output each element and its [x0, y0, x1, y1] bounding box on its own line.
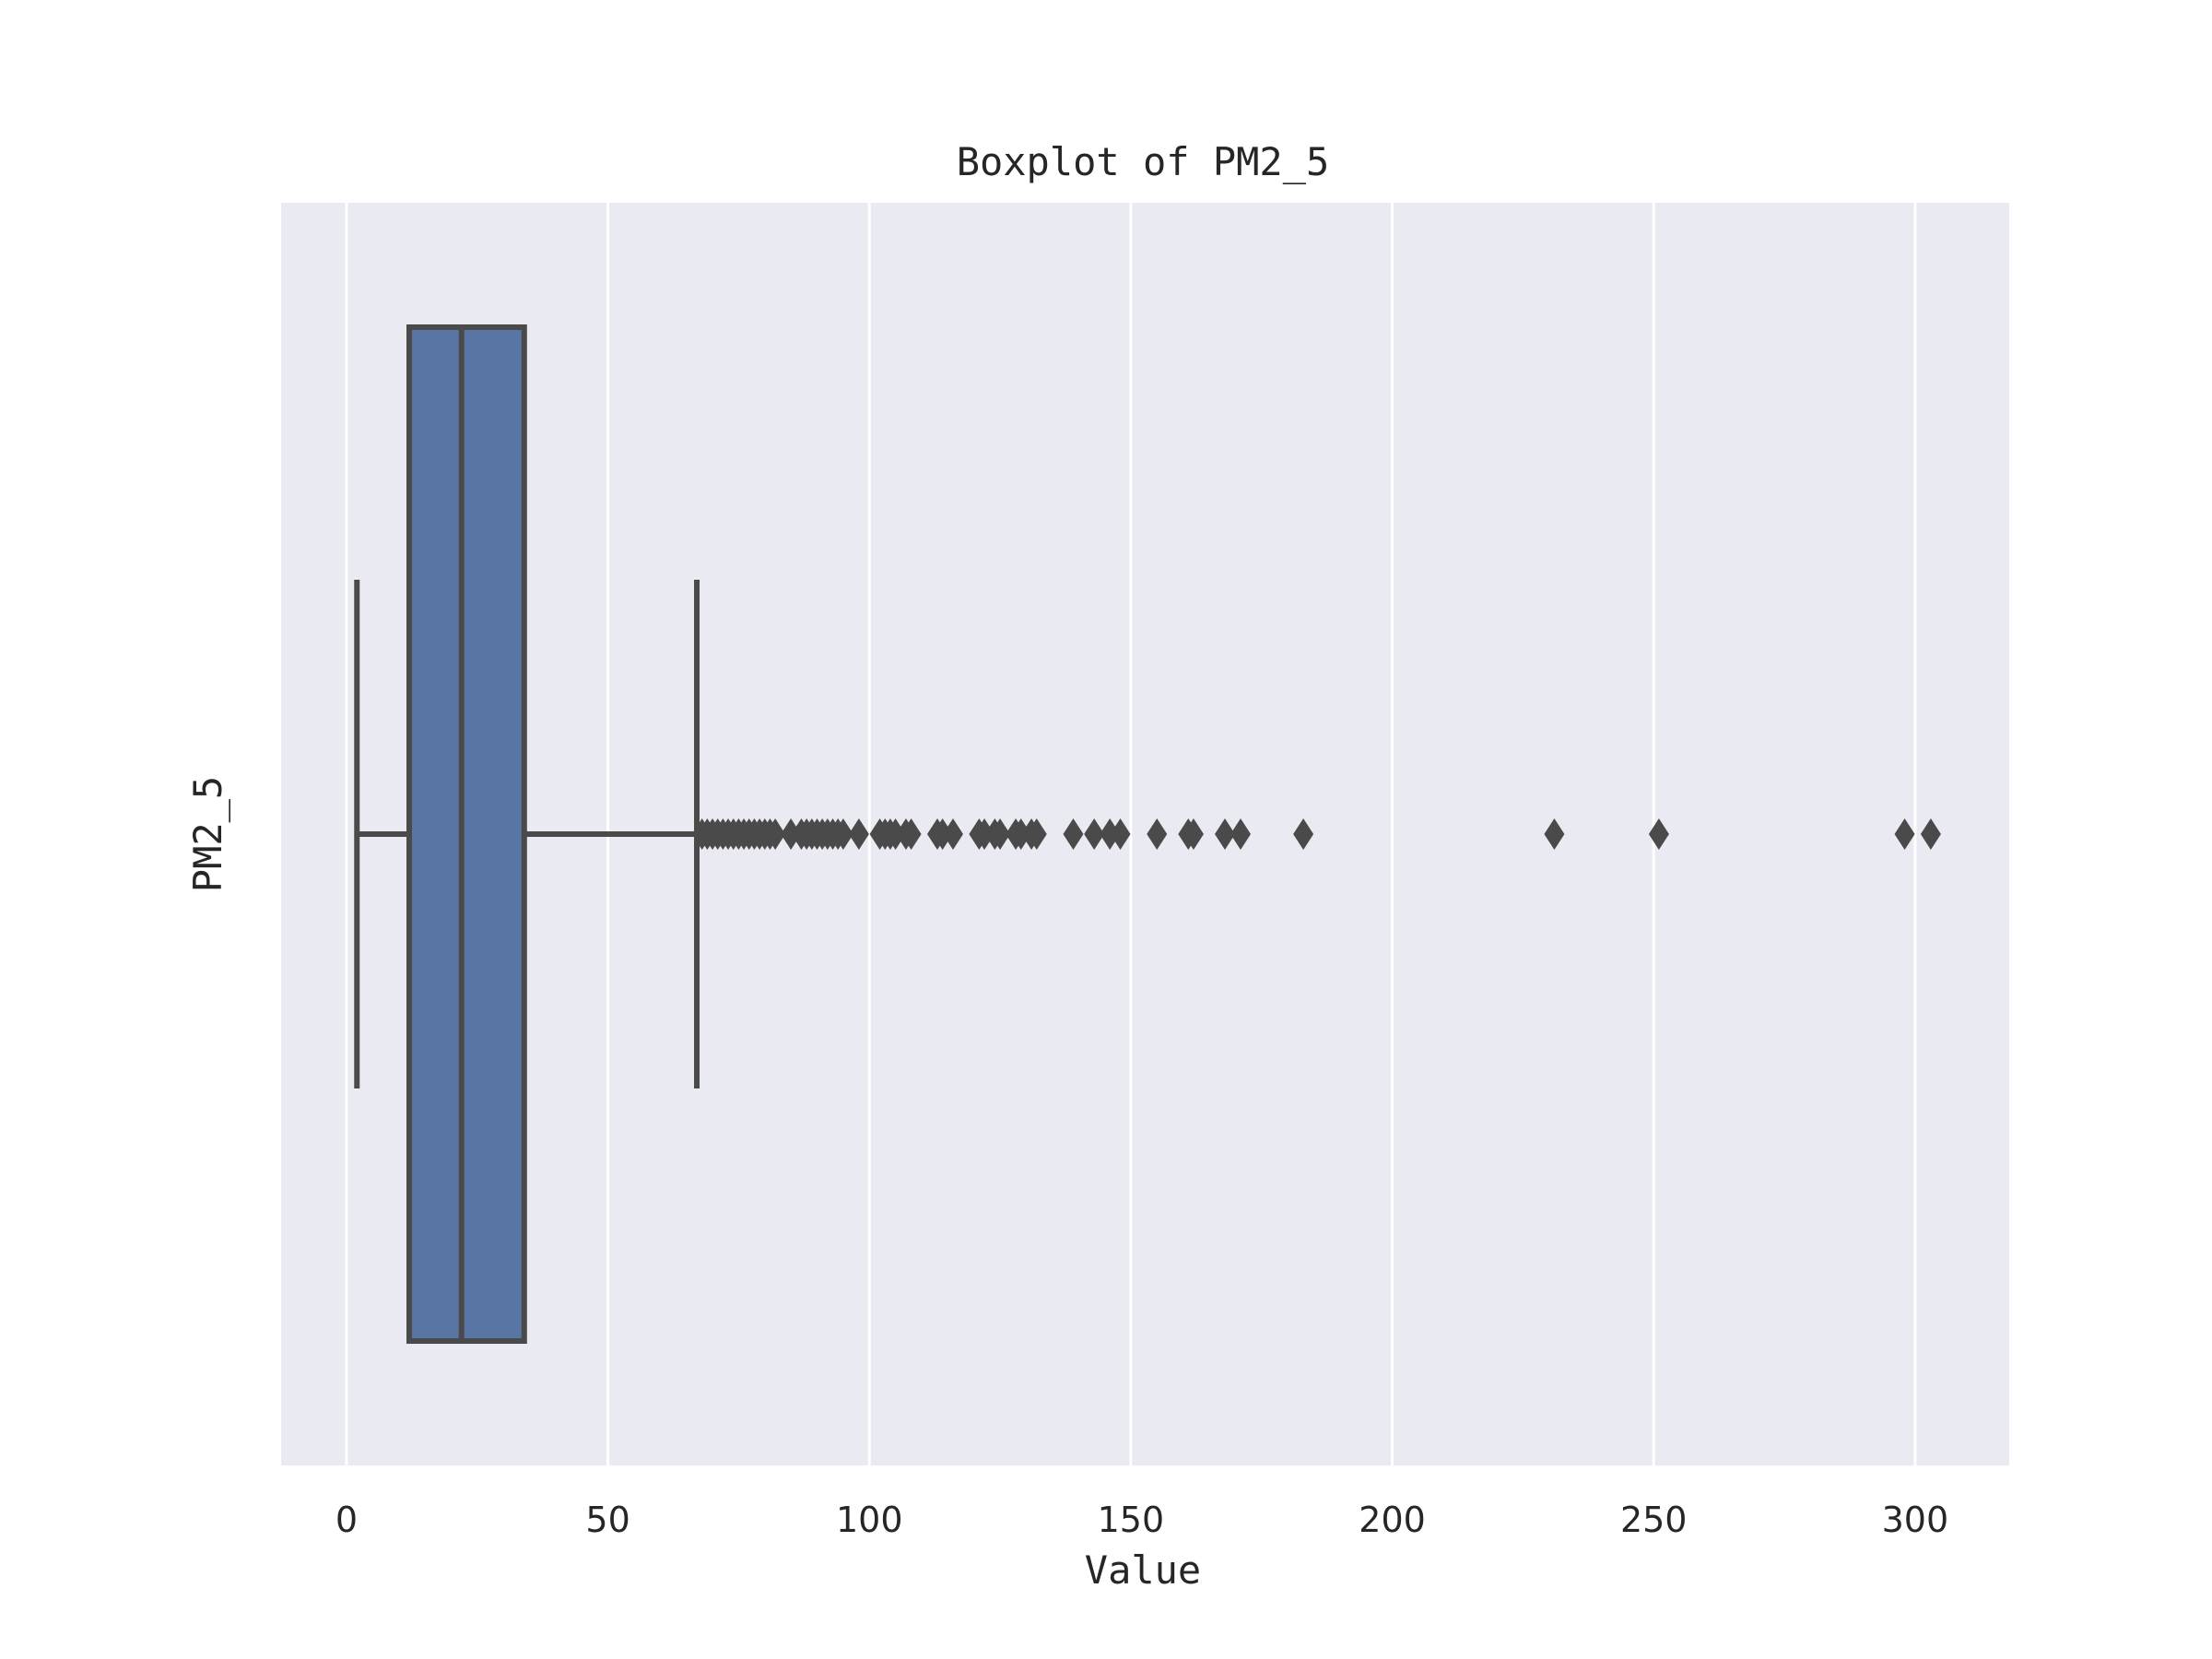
box-iqr — [406, 324, 527, 1344]
outlier-point-33 — [932, 818, 953, 850]
outlier-point-29 — [885, 818, 906, 850]
outlier-point-34 — [943, 818, 964, 850]
x-tick-label-250: 250 — [1620, 1500, 1688, 1540]
outlier-point-51 — [1230, 818, 1252, 850]
outlier-point-25 — [848, 818, 869, 850]
outlier-point-44 — [1084, 818, 1105, 850]
y-axis-title: PM2_5 — [185, 776, 230, 892]
outlier-point-40 — [1010, 818, 1031, 850]
outlier-point-31 — [900, 818, 922, 850]
x-tick-label-300: 300 — [1882, 1500, 1949, 1540]
outlier-point-52 — [1293, 818, 1314, 850]
outlier-points — [691, 818, 1941, 850]
outlier-point-49 — [1182, 818, 1204, 850]
x-tick-label-50: 50 — [585, 1500, 629, 1540]
x-axis-title: Value — [1085, 1547, 1201, 1593]
x-tick-labels: 0 50 100 150 200 250 300 — [335, 1500, 1948, 1540]
outlier-point-50 — [1215, 818, 1236, 850]
x-tick-label-0: 0 — [335, 1500, 358, 1540]
x-tick-label-100: 100 — [836, 1500, 903, 1540]
outlier-point-42 — [1026, 818, 1047, 850]
outlier-point-47 — [1147, 818, 1168, 850]
outlier-point-14 — [765, 818, 786, 850]
x-tick-label-150: 150 — [1098, 1500, 1165, 1540]
outlier-point-54 — [1648, 818, 1669, 850]
outlier-point-24 — [832, 818, 853, 850]
outlier-point-45 — [1100, 818, 1121, 850]
outlier-point-55 — [1894, 818, 1915, 850]
outlier-point-38 — [990, 818, 1011, 850]
outlier-point-43 — [1063, 818, 1084, 850]
outlier-point-15 — [781, 818, 802, 850]
chart-title: Boxplot of PM2_5 — [957, 139, 1330, 184]
outlier-point-56 — [1920, 818, 1941, 850]
outlier-point-53 — [1544, 818, 1565, 850]
x-tick-label-200: 200 — [1359, 1500, 1426, 1540]
outlier-point-36 — [974, 818, 995, 850]
outlier-point-46 — [1110, 818, 1131, 850]
